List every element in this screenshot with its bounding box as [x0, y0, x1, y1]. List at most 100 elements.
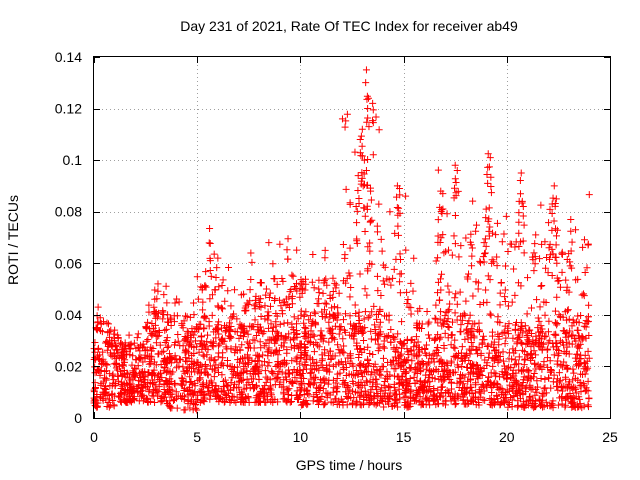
data-point — [464, 335, 472, 343]
data-point — [496, 289, 504, 297]
data-point — [108, 343, 116, 351]
data-point — [345, 389, 353, 397]
data-point — [378, 247, 386, 255]
data-point — [365, 401, 373, 409]
data-point — [375, 126, 383, 134]
data-point — [546, 205, 554, 213]
data-point — [467, 346, 475, 354]
data-point — [318, 393, 326, 401]
y-tick-label: 0.14 — [55, 49, 82, 65]
data-point — [417, 377, 425, 385]
data-point — [436, 275, 444, 283]
data-point — [390, 344, 398, 352]
data-point — [181, 312, 189, 320]
data-point — [502, 212, 510, 220]
data-point — [469, 362, 477, 370]
data-point — [396, 191, 404, 199]
y-tick-label: 0.06 — [55, 255, 82, 271]
data-point — [131, 364, 139, 372]
data-point — [211, 286, 219, 294]
data-point — [197, 283, 205, 291]
data-point — [366, 239, 374, 247]
data-point — [98, 359, 106, 367]
data-point — [273, 335, 281, 343]
data-point — [195, 325, 203, 333]
data-point — [340, 365, 348, 373]
data-point — [375, 331, 383, 339]
data-point — [255, 302, 263, 310]
data-point — [136, 373, 144, 381]
data-point — [351, 148, 359, 156]
data-point — [249, 336, 257, 344]
data-point — [458, 363, 466, 371]
data-point — [562, 396, 570, 404]
data-point — [164, 342, 172, 350]
data-point — [231, 286, 239, 294]
data-point — [209, 343, 217, 351]
plot-frame — [93, 56, 611, 419]
data-point — [319, 289, 327, 297]
data-point — [297, 381, 305, 389]
data-point — [110, 376, 118, 384]
data-point — [396, 250, 404, 258]
data-point — [355, 319, 363, 327]
data-point — [452, 400, 460, 408]
data-point — [571, 403, 579, 411]
data-point — [288, 323, 296, 331]
data-point — [142, 382, 150, 390]
data-point — [413, 352, 421, 360]
data-point — [538, 345, 546, 353]
data-point — [558, 248, 566, 256]
data-point — [242, 393, 249, 401]
data-point — [252, 351, 260, 359]
data-point — [515, 197, 523, 205]
data-point — [257, 313, 265, 321]
data-point — [376, 307, 384, 315]
data-point — [360, 337, 368, 344]
data-point — [577, 388, 585, 396]
data-point — [544, 339, 552, 347]
data-point — [320, 277, 328, 285]
data-point — [499, 394, 507, 402]
data-point — [334, 304, 342, 312]
data-point — [364, 104, 372, 112]
data-point — [486, 276, 494, 284]
data-point — [265, 239, 273, 247]
data-point — [583, 264, 591, 272]
data-point — [288, 271, 296, 279]
data-point — [308, 278, 316, 286]
data-point — [186, 373, 194, 381]
data-point — [293, 394, 301, 402]
data-point — [361, 212, 369, 220]
data-point — [554, 357, 562, 365]
data-point — [549, 343, 557, 351]
data-point — [278, 368, 286, 376]
data-point — [377, 393, 385, 401]
data-point — [341, 310, 349, 318]
x-tick-label: 20 — [499, 429, 515, 445]
data-point — [125, 331, 133, 339]
data-point — [549, 194, 557, 202]
data-point — [440, 360, 448, 368]
data-point — [363, 118, 371, 126]
data-point — [325, 352, 333, 360]
data-point — [437, 333, 445, 341]
data-point — [334, 383, 342, 391]
data-point — [331, 279, 339, 287]
data-point — [194, 391, 202, 399]
data-point — [245, 355, 253, 363]
data-point — [90, 345, 98, 353]
data-point — [307, 333, 315, 341]
data-point — [270, 275, 278, 283]
data-point — [267, 320, 275, 328]
data-point — [434, 367, 442, 375]
data-point — [145, 388, 153, 396]
data-point — [556, 283, 564, 291]
data-point — [517, 338, 525, 346]
data-point — [300, 375, 308, 383]
data-point — [246, 297, 254, 305]
data-point — [431, 314, 439, 322]
data-point — [112, 359, 120, 367]
data-point — [429, 350, 437, 358]
data-point — [431, 375, 439, 383]
